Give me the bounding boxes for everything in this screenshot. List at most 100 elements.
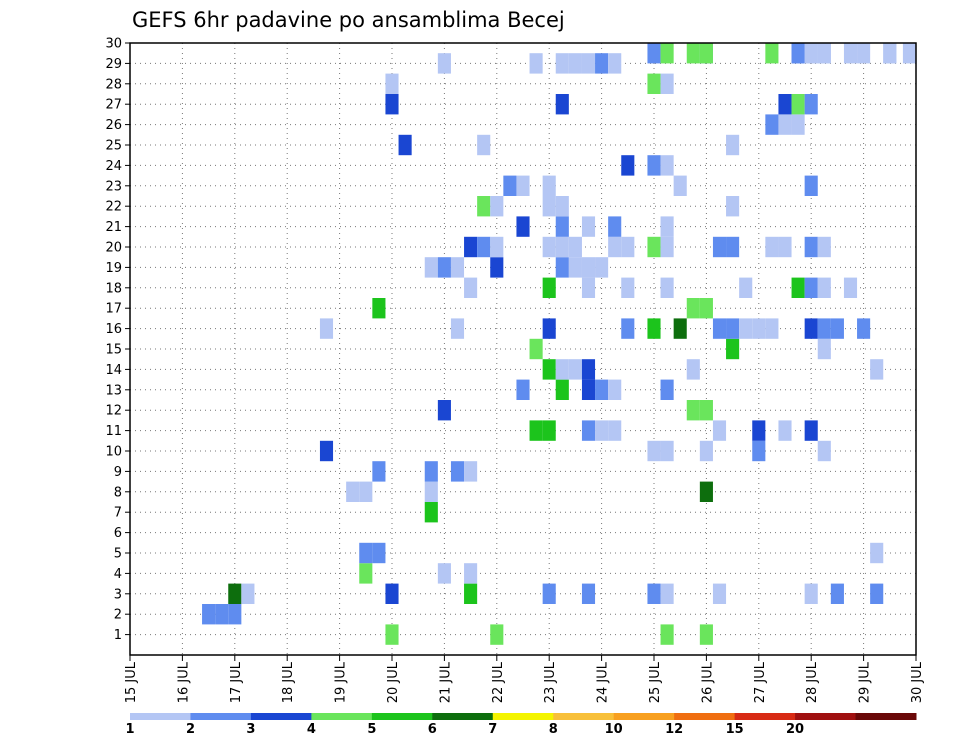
heatmap-cell (516, 216, 530, 237)
heatmap-cell (542, 420, 556, 441)
heatmap-cell (581, 359, 596, 380)
heatmap-cell (385, 94, 399, 115)
heatmap-cell (817, 440, 831, 462)
heatmap-cell (660, 583, 674, 604)
y-tick-label: 13 (105, 383, 122, 398)
heatmap-cell (817, 338, 831, 360)
heatmap-cell (699, 481, 713, 502)
y-tick-label: 30 (105, 37, 122, 52)
y-tick-label: 29 (105, 57, 122, 72)
heatmap-cell (542, 196, 556, 217)
legend-label: 8 (549, 722, 558, 737)
x-tick-label: 17 JUL (229, 661, 244, 703)
heatmap-cell (595, 379, 609, 400)
heatmap-cell (804, 420, 818, 441)
y-tick-label: 25 (105, 139, 122, 154)
heatmap-cell (581, 277, 596, 298)
y-tick-label: 17 (105, 302, 122, 317)
heatmap-cell (608, 379, 622, 400)
heatmap-cell (791, 43, 805, 64)
x-axis: 15 JUL 16 JUL 17 JUL 18 JUL 19 JUL 20 JUL 21 J… (124, 655, 925, 703)
legend-swatch (795, 713, 857, 720)
heatmap-cell (686, 43, 700, 64)
y-tick-label: 16 (105, 322, 122, 337)
y-tick-label: 4 (114, 567, 122, 582)
heatmap-cell (490, 257, 504, 278)
heatmap-cell (765, 318, 779, 339)
heatmap-cell (608, 236, 622, 258)
heatmap-cell (857, 318, 871, 339)
heatmap-cell (477, 134, 491, 156)
heatmap-cell (490, 236, 504, 258)
heatmap-cell (464, 583, 478, 604)
heatmap-cell (542, 236, 556, 258)
heatmap-cell (857, 43, 871, 64)
x-tick-label: 15 JUL (124, 661, 139, 703)
heatmap-cell (686, 298, 700, 319)
heatmap-cell (424, 461, 438, 482)
heatmap-cell (843, 43, 858, 64)
legend-swatch (250, 713, 312, 720)
heatmap-cell (581, 583, 596, 604)
x-tick-label: 16 JUL (176, 661, 191, 703)
heatmap-cell (778, 114, 792, 135)
heatmap-cell (477, 236, 491, 258)
y-tick-label: 23 (105, 179, 122, 194)
heatmap-cell (902, 43, 916, 64)
heatmap-cell (817, 318, 831, 339)
legend-swatch (190, 713, 252, 720)
legend-swatch (674, 713, 736, 720)
y-tick-label: 11 (105, 424, 122, 439)
heatmap-cell (581, 379, 596, 400)
heatmap-cell (817, 43, 831, 64)
heatmap-cell (424, 481, 438, 502)
heatmap-cell (450, 318, 465, 339)
heatmap-cell (765, 43, 779, 64)
legend-label: 7 (488, 722, 497, 737)
x-tick-label: 25 JUL (648, 661, 663, 703)
heatmap-cell (778, 420, 792, 441)
heatmap-cell (555, 257, 569, 278)
heatmap-cell (372, 298, 386, 319)
heatmap-cell (542, 277, 556, 298)
x-tick-label: 23 JUL (543, 661, 558, 703)
heatmap-cell (437, 400, 451, 421)
heatmap-cell (765, 114, 779, 135)
heatmap-cell (319, 318, 334, 339)
heatmap-cell (712, 236, 727, 258)
heatmap-cell (660, 440, 674, 462)
heatmap-cell (437, 563, 451, 584)
heatmap-cell (568, 53, 582, 74)
heatmap-cell (726, 196, 740, 217)
heatmap-cell (555, 94, 569, 115)
heatmap-cell (450, 257, 465, 278)
grid-lines (130, 43, 916, 655)
legend-swatch (311, 713, 373, 720)
heatmap-cells (202, 43, 916, 645)
heatmap-cell (804, 94, 818, 115)
heatmap-cell (385, 624, 399, 645)
heatmap-cell (712, 583, 727, 604)
heatmap-cell (608, 420, 622, 441)
heatmap-cell (464, 277, 478, 298)
heatmap-cell (621, 277, 635, 298)
heatmap-cell (647, 155, 661, 176)
legend-swatch (371, 713, 433, 720)
x-tick-label: 20 JUL (386, 661, 401, 703)
y-tick-label: 22 (105, 200, 122, 215)
heatmap-cell (542, 318, 556, 339)
heatmap-cell (490, 624, 504, 645)
y-tick-label: 3 (114, 587, 122, 602)
y-tick-label: 21 (105, 220, 122, 235)
heatmap-cell (581, 53, 596, 74)
heatmap-cell (516, 379, 530, 400)
y-tick-label: 5 (114, 547, 122, 562)
heatmap-cell (608, 53, 622, 74)
heatmap-cell (660, 277, 674, 298)
y-tick-label: 9 (114, 465, 122, 480)
heatmap-cell (673, 318, 687, 339)
y-tick-label: 12 (105, 404, 122, 419)
heatmap-cell (660, 236, 674, 258)
heatmap-cell (752, 440, 766, 462)
